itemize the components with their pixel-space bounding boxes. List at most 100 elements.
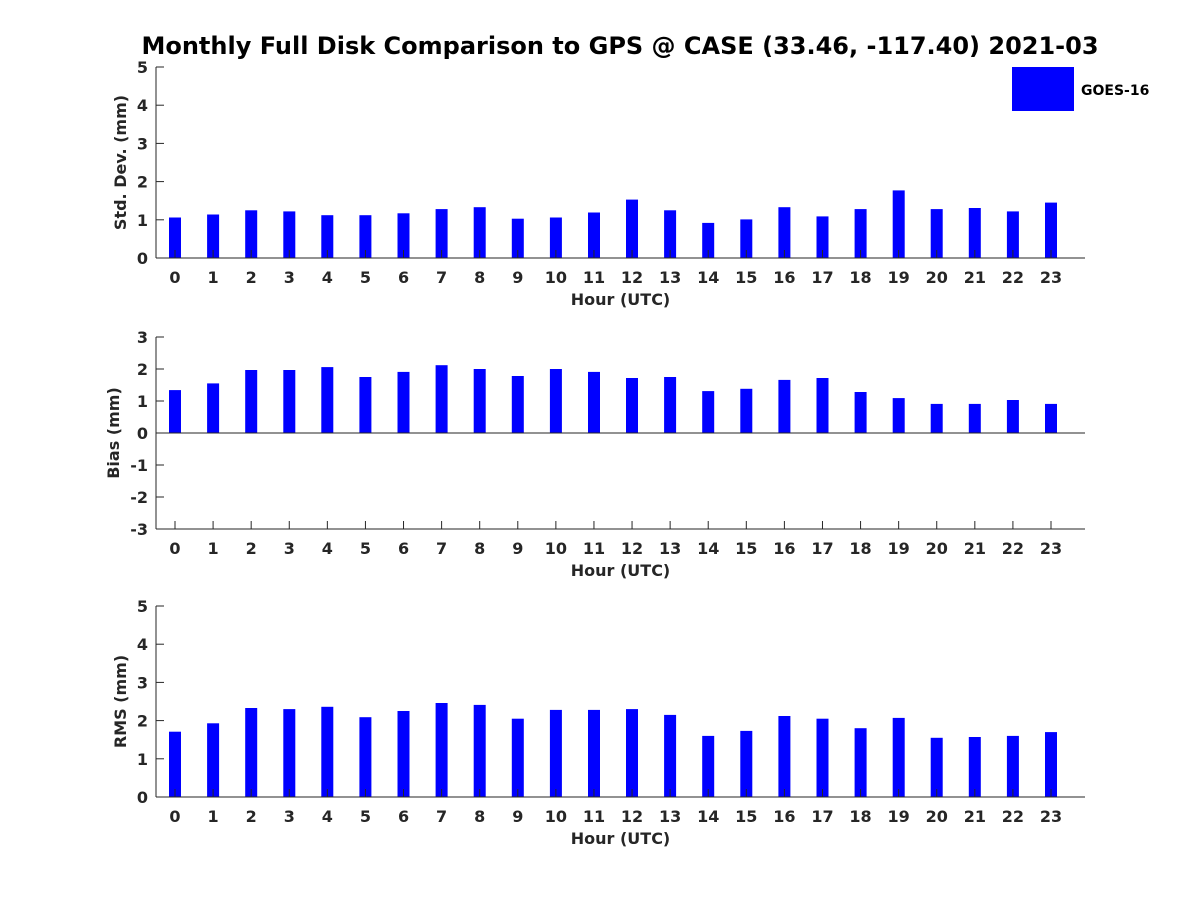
std-dev-x-tick-label: 9 xyxy=(512,268,523,287)
bias-x-tick-label: 17 xyxy=(811,539,833,558)
rms-bar-16 xyxy=(778,716,791,797)
rms-y-tick-label: 5 xyxy=(137,597,148,616)
bias-x-tick-label: 22 xyxy=(1002,539,1024,558)
rms-x-tick-label: 10 xyxy=(545,807,567,826)
rms-x-tick-label: 14 xyxy=(697,807,719,826)
rms-x-tick-label: 13 xyxy=(659,807,681,826)
rms-x-tick-label: 23 xyxy=(1040,807,1062,826)
std-dev-x-tick-label: 20 xyxy=(926,268,948,287)
bias-bar-20 xyxy=(930,403,943,433)
std-dev-bar-12 xyxy=(626,199,638,258)
rms-x-tick-label: 21 xyxy=(964,807,986,826)
std-dev-x-tick-label: 13 xyxy=(659,268,681,287)
std-dev-x-tick-label: 2 xyxy=(246,268,257,287)
std-dev-bar-11 xyxy=(588,212,600,258)
rms-bar-23 xyxy=(1045,732,1057,797)
rms-x-tick-label: 3 xyxy=(284,807,295,826)
bias-bar-9 xyxy=(511,376,524,433)
std-dev-y-tick-label: 5 xyxy=(137,58,148,77)
bias-bar-23 xyxy=(1045,403,1057,433)
bias-x-tick-label: 8 xyxy=(474,539,485,558)
bias-y-tick-label: 1 xyxy=(137,392,148,411)
bias-y-tick-label: 0 xyxy=(137,424,148,443)
bias-x-tick-label: 0 xyxy=(169,539,180,558)
rms-x-tick-label: 5 xyxy=(360,807,371,826)
std-dev-bar-4 xyxy=(321,215,334,258)
std-dev-bar-19 xyxy=(892,190,905,258)
std-dev-x-tick-label: 11 xyxy=(583,268,605,287)
rms-y-tick-label: 3 xyxy=(137,673,148,692)
bias-bar-5 xyxy=(359,377,372,433)
bias-x-tick-label: 5 xyxy=(360,539,371,558)
std-dev-x-tick-label: 15 xyxy=(735,268,757,287)
rms-x-tick-label: 18 xyxy=(849,807,871,826)
rms-bar-17 xyxy=(816,718,829,797)
std-dev-x-tick-label: 7 xyxy=(436,268,447,287)
legend: GOES-16 xyxy=(1012,67,1149,111)
bias-y-tick-label: -3 xyxy=(130,520,148,539)
std-dev-bar-23 xyxy=(1045,202,1057,258)
std-dev-x-tick-label: 3 xyxy=(284,268,295,287)
rms-y-tick-label: 2 xyxy=(137,712,148,731)
bias-bar-15 xyxy=(740,388,753,433)
std-dev-bar-20 xyxy=(930,209,943,258)
rms-y-tick-label: 0 xyxy=(137,788,148,807)
bias-x-tick-label: 12 xyxy=(621,539,643,558)
bias-bar-10 xyxy=(549,369,562,433)
std-dev-bar-16 xyxy=(778,207,791,258)
bias-bar-12 xyxy=(626,378,638,433)
bias-bar-1 xyxy=(207,383,220,433)
bias-y-tick-label: 3 xyxy=(137,328,148,347)
bias-x-tick-label: 3 xyxy=(284,539,295,558)
std-dev-y-tick-label: 4 xyxy=(137,96,148,115)
std-dev-x-tick-label: 1 xyxy=(208,268,219,287)
std-dev-x-tick-label: 19 xyxy=(888,268,910,287)
bias-bar-4 xyxy=(321,367,334,433)
rms-bar-8 xyxy=(473,704,486,797)
std-dev-x-tick-label: 10 xyxy=(545,268,567,287)
chart-title: Monthly Full Disk Comparison to GPS @ CA… xyxy=(141,32,1098,60)
std-dev-x-tick-label: 12 xyxy=(621,268,643,287)
legend-label: GOES-16 xyxy=(1081,83,1149,99)
std-dev-x-tick-label: 18 xyxy=(849,268,871,287)
std-dev-bar-14 xyxy=(702,222,715,258)
bias-bar-16 xyxy=(778,379,791,433)
bias-x-tick-label: 20 xyxy=(926,539,948,558)
rms-x-tick-label: 16 xyxy=(773,807,795,826)
bias-x-tick-label: 15 xyxy=(735,539,757,558)
std-dev-y-tick-label: 2 xyxy=(137,173,148,192)
rms-x-tick-label: 7 xyxy=(436,807,447,826)
rms-x-tick-label: 9 xyxy=(512,807,523,826)
bias-x-tick-label: 6 xyxy=(398,539,409,558)
rms-bar-21 xyxy=(968,737,981,797)
rms-x-tick-label: 4 xyxy=(322,807,333,826)
std-dev-bar-1 xyxy=(207,214,220,258)
std-dev-bar-17 xyxy=(816,216,829,258)
bias-x-tick-label: 21 xyxy=(964,539,986,558)
rms-x-tick-label: 11 xyxy=(583,807,605,826)
rms-bar-14 xyxy=(702,735,715,797)
std-dev-x-tick-label: 6 xyxy=(398,268,409,287)
bias-x-tick-label: 9 xyxy=(512,539,523,558)
bias-x-tick-label: 16 xyxy=(773,539,795,558)
std-dev-bar-18 xyxy=(854,209,867,258)
rms-bar-4 xyxy=(321,706,334,797)
bias-x-tick-label: 23 xyxy=(1040,539,1062,558)
rms-bar-12 xyxy=(626,709,638,797)
rms-x-tick-label: 22 xyxy=(1002,807,1024,826)
std-dev-bar-6 xyxy=(397,213,410,258)
rms-x-tick-label: 0 xyxy=(169,807,180,826)
rms-y-tick-label: 1 xyxy=(137,750,148,769)
bias-y-tick-label: -1 xyxy=(130,456,148,475)
std-dev-x-tick-label: 0 xyxy=(169,268,180,287)
rms-bar-1 xyxy=(207,723,220,797)
rms-x-tick-label: 6 xyxy=(398,807,409,826)
std-dev-x-tick-label: 23 xyxy=(1040,268,1062,287)
rms-x-tick-label: 12 xyxy=(621,807,643,826)
std-dev-x-tick-label: 22 xyxy=(1002,268,1024,287)
rms-x-axis-label: Hour (UTC) xyxy=(571,829,671,848)
rms-bar-20 xyxy=(930,737,943,797)
